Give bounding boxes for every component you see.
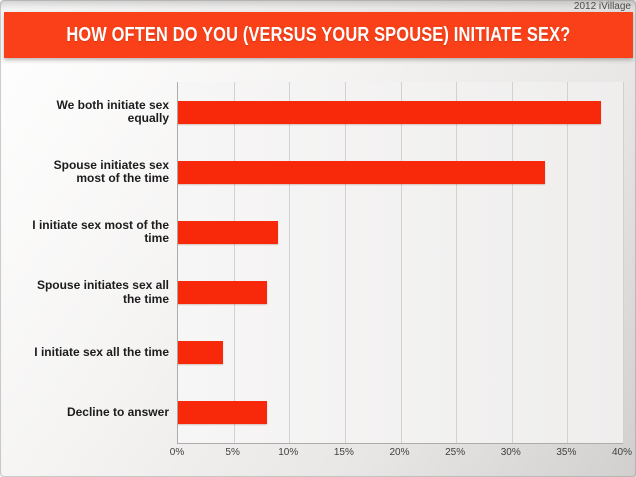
x-tick-label: 15%	[333, 447, 354, 458]
x-tick-label: 25%	[445, 447, 466, 458]
gridline	[233, 82, 235, 443]
category-label: I initiate sex all the time	[34, 345, 169, 360]
category-labels: We both initiate sex equally Spouse initi…	[0, 82, 169, 443]
bar-row	[178, 82, 623, 142]
x-tick-label: 30%	[500, 447, 521, 458]
bar	[178, 220, 279, 244]
header-banner: HOW OFTEN DO YOU (VERSUS YOUR SPOUSE) IN…	[4, 12, 633, 58]
category-label: Spouse initiates sex most of the time	[53, 158, 169, 186]
bar	[178, 401, 267, 425]
page-title: HOW OFTEN DO YOU (VERSUS YOUR SPOUSE) IN…	[66, 23, 571, 46]
x-tick-label: 20%	[389, 447, 410, 458]
gridline	[289, 82, 291, 443]
gridline	[344, 82, 346, 443]
bar-row	[178, 142, 623, 202]
gridline	[511, 82, 513, 443]
bar	[178, 281, 267, 305]
gridline	[456, 82, 458, 443]
bar-row	[178, 202, 623, 262]
plot-area	[177, 82, 624, 444]
category-label: Spouse initiates sex all the time	[36, 278, 169, 306]
gridline	[623, 82, 624, 443]
x-tick-label: 10%	[278, 447, 299, 458]
bar-row	[178, 263, 623, 323]
category-label: Decline to answer	[66, 405, 169, 420]
x-axis-ticks: 0% 5% 10% 15% 20% 25% 30% 35% 40%	[170, 447, 632, 461]
category-label: We both initiate sex equally	[56, 97, 169, 126]
x-tick-label: 5%	[225, 447, 240, 458]
bar-row	[178, 323, 623, 383]
bar-row	[178, 383, 623, 443]
gridline	[567, 82, 569, 443]
x-tick-label: 0%	[169, 447, 185, 458]
source-credit: 2012 iVillage	[573, 1, 631, 12]
bar	[178, 160, 546, 184]
category-label: I initiate sex most of the time	[32, 218, 169, 246]
gridline	[400, 82, 402, 443]
bar	[178, 341, 223, 365]
x-tick-label: 40%	[611, 447, 633, 458]
x-tick-label: 35%	[556, 447, 577, 458]
bar	[178, 100, 601, 124]
